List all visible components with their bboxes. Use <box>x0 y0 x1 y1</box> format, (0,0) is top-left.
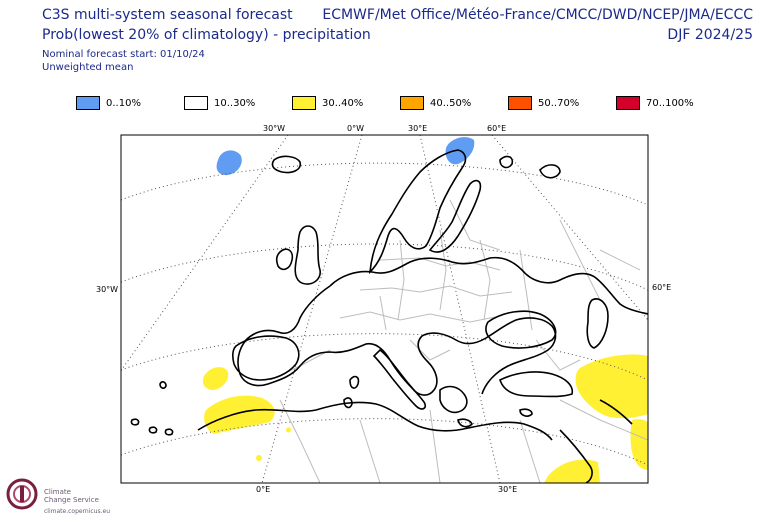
legend-swatch-0 <box>76 96 100 110</box>
label-top-60e: 60°E <box>487 124 506 133</box>
label-bottom-30e: 30°E <box>498 485 517 494</box>
shade-small-dot <box>256 455 262 461</box>
shade-morocco <box>202 367 229 390</box>
season-label: DJF 2024/25 <box>667 27 753 43</box>
legend-swatch-4 <box>508 96 532 110</box>
legend-label-3: 40..50% <box>430 97 472 109</box>
graticule <box>121 135 648 483</box>
label-bottom-0e: 0°E <box>256 485 270 494</box>
c3s-logo-icon <box>6 478 38 510</box>
copernicus-logo: Climate Change Service climate.copernicu… <box>6 476 126 518</box>
weighting-text: Unweighted mean <box>42 62 134 73</box>
footer-url: climate.copernicus.eu <box>44 508 111 515</box>
legend-item-5: 70..100% <box>616 95 694 111</box>
legend: 0..10% 10..30% 30..40% 40..50% 50..70% 7… <box>76 95 716 113</box>
legend-label-0: 0..10% <box>106 97 141 109</box>
legend-swatch-2 <box>292 96 316 110</box>
legend-swatch-3 <box>400 96 424 110</box>
title-line-2: Prob(lowest 20% of climatology) - precip… <box>42 27 371 43</box>
shade-small-dot-2 <box>286 427 291 433</box>
title-line-1: C3S multi-system seasonal forecast <box>42 7 293 23</box>
systems-header: ECMWF/Met Office/Météo-France/CMCC/DWD/N… <box>322 5 753 45</box>
systems-list: ECMWF/Met Office/Météo-France/CMCC/DWD/N… <box>322 7 753 23</box>
legend-swatch-5 <box>616 96 640 110</box>
map-frame <box>120 134 649 484</box>
chart-title: C3S multi-system seasonal forecast Prob(… <box>42 5 371 45</box>
legend-label-2: 30..40% <box>322 97 364 109</box>
shade-arabia-south <box>544 459 600 483</box>
map-background <box>121 135 648 483</box>
label-top-30e: 30°E <box>408 124 427 133</box>
shade-middle-east <box>575 354 648 419</box>
legend-item-1: 10..30% <box>184 95 255 111</box>
label-left-30w: 30°W <box>96 285 118 294</box>
shade-arabia <box>630 419 648 470</box>
logo-text-line1: Climate <box>44 488 71 496</box>
legend-label-4: 50..70% <box>538 97 580 109</box>
legend-swatch-1 <box>184 96 208 110</box>
legend-label-1: 10..30% <box>214 97 256 109</box>
label-top-30w: 30°W <box>263 124 285 133</box>
shade-greenland-low <box>216 150 242 176</box>
label-top-0w: 0°W <box>347 124 364 133</box>
legend-item-0: 0..10% <box>76 95 141 111</box>
country-borders <box>269 199 648 483</box>
logo-text: Climate Change Service <box>44 488 99 504</box>
logo-text-line2: Change Service <box>44 496 99 504</box>
legend-item-2: 30..40% <box>292 95 363 111</box>
nominal-start-text: Nominal forecast start: 01/10/24 <box>42 49 205 60</box>
label-right-60e: 60°E <box>652 283 671 292</box>
shade-nw-africa <box>204 395 275 434</box>
coastlines <box>130 149 648 483</box>
legend-label-5: 70..100% <box>646 97 694 109</box>
legend-item-4: 50..70% <box>508 95 579 111</box>
legend-item-3: 40..50% <box>400 95 471 111</box>
graticule-labels: 30°W 0°W 30°E 60°E 30°W 60°E 0°E 30°E <box>96 124 671 494</box>
probability-shading <box>202 137 648 483</box>
